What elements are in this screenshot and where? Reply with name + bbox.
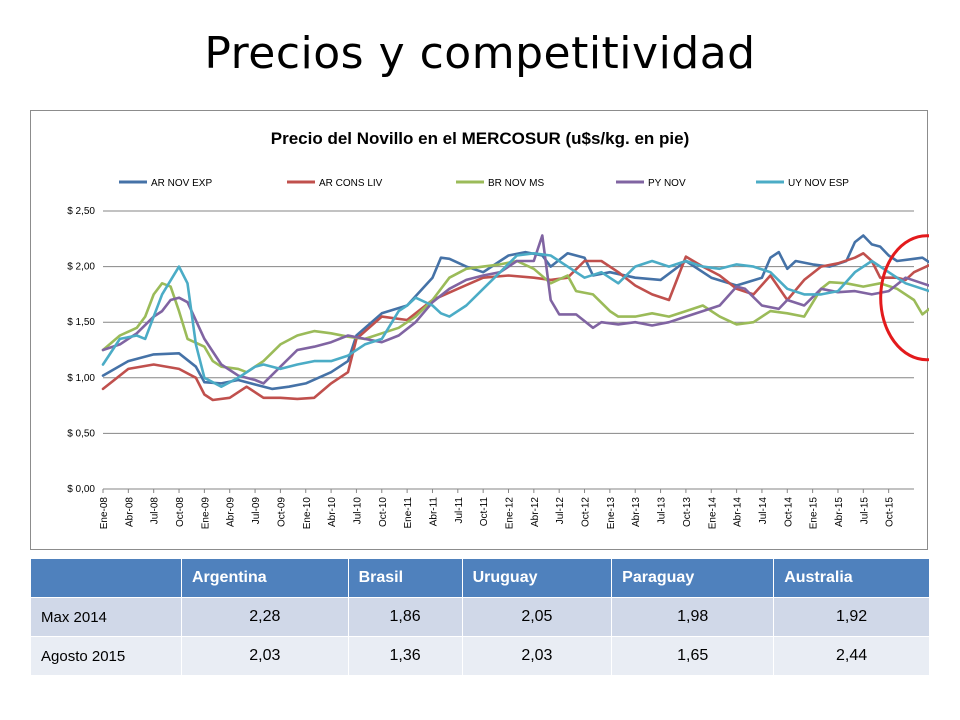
x-tick-label: Abr-11 <box>428 497 439 527</box>
row-label: Agosto 2015 <box>30 636 182 676</box>
x-tick-label: Oct-08 <box>175 497 186 527</box>
legend-label: PY NOV <box>648 178 686 189</box>
x-tick-label: Abr-14 <box>733 497 744 527</box>
y-tick-label: $ 0,00 <box>67 484 95 495</box>
series-line <box>101 252 929 389</box>
y-tick-label: $ 2,00 <box>67 262 95 273</box>
highlight-circle <box>879 234 929 362</box>
x-tick-label: Ene-08 <box>99 497 110 530</box>
summary-table: Argentina Brasil Uruguay Paraguay Austra… <box>30 558 930 676</box>
table-cell: 1,92 <box>773 597 930 637</box>
table-cell: 2,05 <box>461 597 613 637</box>
x-tick-label: Abr-12 <box>530 497 541 527</box>
table-cell: 1,98 <box>611 597 775 637</box>
x-tick-label: Abr-15 <box>834 497 845 527</box>
x-tick-label: Ene-14 <box>707 497 718 530</box>
series-line <box>101 234 929 391</box>
x-tick-label: Jul-10 <box>352 497 363 525</box>
x-tick-label: Jul-13 <box>657 497 668 525</box>
table-header-argentina: Argentina <box>181 558 349 598</box>
table-cell: 1,86 <box>347 597 463 637</box>
x-tick-label: Ene-10 <box>302 497 313 530</box>
x-tick-label: Oct-11 <box>479 497 490 527</box>
row-label: Max 2014 <box>30 597 182 637</box>
table-header-row: Argentina Brasil Uruguay Paraguay Austra… <box>30 558 930 598</box>
y-tick-label: $ 2,50 <box>67 206 95 217</box>
series-line <box>101 234 929 385</box>
table-header-brasil: Brasil <box>347 558 463 598</box>
y-tick-label: $ 0,50 <box>67 428 95 439</box>
table-row: Agosto 2015 2,03 1,36 2,03 1,65 2,44 <box>30 636 930 676</box>
x-tick-label: Jul-15 <box>859 497 870 525</box>
table-header-uruguay: Uruguay <box>461 558 613 598</box>
x-tick-label: Oct-14 <box>783 497 794 527</box>
y-tick-label: $ 1,00 <box>67 373 95 384</box>
table-cell: 2,28 <box>181 597 349 637</box>
series-line <box>101 252 929 402</box>
x-tick-label: Abr-09 <box>226 497 237 527</box>
x-tick-label: Ene-11 <box>403 497 414 529</box>
x-tick-label: Oct-09 <box>276 497 287 527</box>
legend-label: BR NOV MS <box>488 178 544 189</box>
table-row: Max 2014 2,28 1,86 2,05 1,98 1,92 <box>30 597 930 637</box>
chart-title: Precio del Novillo en el MERCOSUR (u$s/k… <box>271 129 689 148</box>
table-cell: 1,36 <box>347 636 463 676</box>
slide-title: Precios y competitividad <box>204 28 756 79</box>
table-cell: 2,03 <box>181 636 349 676</box>
table-header-australia: Australia <box>773 558 930 598</box>
x-tick-label: Abr-13 <box>631 497 642 527</box>
y-tick-label: $ 1,50 <box>67 317 95 328</box>
x-tick-label: Ene-09 <box>200 497 211 530</box>
x-tick-label: Oct-10 <box>378 497 389 527</box>
x-tick-label: Abr-10 <box>327 497 338 527</box>
table-cell: 2,03 <box>461 636 613 676</box>
table-cell: 2,44 <box>773 636 930 676</box>
x-tick-label: Jul-12 <box>555 497 566 525</box>
x-tick-label: Ene-12 <box>505 497 516 530</box>
x-tick-label: Abr-08 <box>124 497 135 527</box>
legend-label: AR CONS LIV <box>319 178 383 189</box>
x-tick-label: Ene-15 <box>809 497 820 530</box>
x-tick-label: Jul-09 <box>251 497 262 525</box>
legend-label: AR NOV EXP <box>151 178 212 189</box>
x-tick-label: Jul-14 <box>758 497 769 525</box>
x-tick-label: Oct-13 <box>682 497 693 527</box>
x-tick-label: Oct-12 <box>581 497 592 527</box>
x-tick-label: Ene-13 <box>606 497 617 530</box>
x-tick-label: Jul-08 <box>150 497 161 525</box>
x-tick-label: Oct-15 <box>885 497 896 527</box>
table-header-blank <box>30 558 182 598</box>
chart-frame: Precio del Novillo en el MERCOSUR (u$s/k… <box>30 110 929 550</box>
line-chart: Precio del Novillo en el MERCOSUR (u$s/k… <box>67 129 929 530</box>
table-header-paraguay: Paraguay <box>611 558 775 598</box>
x-tick-label: Jul-11 <box>454 497 465 524</box>
table-cell: 1,65 <box>611 636 775 676</box>
legend-label: UY NOV ESP <box>788 178 849 189</box>
